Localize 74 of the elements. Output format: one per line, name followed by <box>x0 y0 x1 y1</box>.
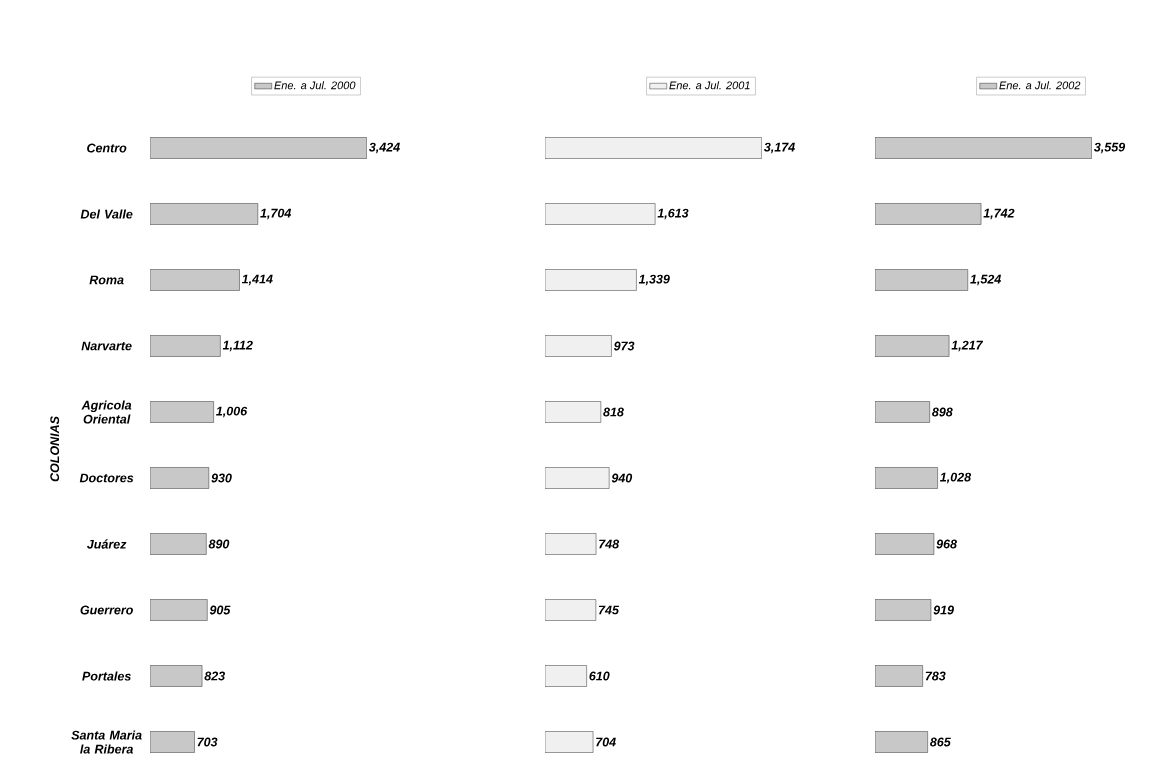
bar <box>875 599 932 621</box>
legend-label: Ene. a Jul. 2000 <box>274 81 356 90</box>
data-label: 940 <box>611 473 633 483</box>
y-tick-label: Santa Maria la Ribera <box>71 730 142 754</box>
data-label: 3,174 <box>763 142 795 154</box>
bar <box>545 203 656 225</box>
bar <box>545 401 602 423</box>
data-label: 865 <box>930 737 951 747</box>
bar <box>150 335 221 357</box>
bar <box>875 665 923 687</box>
data-label: 930 <box>211 473 232 483</box>
data-label: 1,006 <box>216 406 248 418</box>
data-label: 745 <box>598 605 620 615</box>
bar <box>150 467 210 489</box>
bar <box>545 731 594 753</box>
data-label: 1,339 <box>638 274 670 286</box>
data-label: 783 <box>925 671 946 681</box>
bar <box>875 401 930 423</box>
data-label: 1,112 <box>222 340 253 352</box>
bar <box>875 137 1092 159</box>
bar <box>875 467 938 489</box>
data-label: 823 <box>204 671 225 681</box>
data-label: 919 <box>933 605 954 615</box>
data-label: 703 <box>197 737 218 747</box>
data-label: 610 <box>589 671 610 681</box>
bar <box>545 665 587 687</box>
bar <box>545 467 610 489</box>
data-label: 890 <box>208 539 230 549</box>
bar <box>875 203 982 225</box>
bar <box>150 665 203 687</box>
bar <box>150 137 367 159</box>
data-label: 748 <box>599 539 620 549</box>
data-label: 1,028 <box>940 472 972 484</box>
data-label: 3,559 <box>1093 142 1126 154</box>
data-label: 1,524 <box>970 274 1002 286</box>
data-label: 898 <box>932 407 953 417</box>
bar <box>875 533 935 555</box>
bar <box>545 269 637 291</box>
data-label: 1,704 <box>260 208 292 220</box>
data-label: 1,613 <box>657 208 689 220</box>
legend-label: Ene. a Jul. 2001 <box>669 81 750 90</box>
bar <box>150 533 207 555</box>
bar <box>545 137 762 159</box>
y-tick-label: Narvarte <box>81 341 132 351</box>
bar <box>875 269 968 291</box>
legend-label: Ene. a Jul. 2002 <box>999 81 1081 90</box>
bar <box>545 533 597 555</box>
data-label: 968 <box>936 539 957 549</box>
y-tick-label: Roma <box>89 275 124 285</box>
bar <box>150 599 208 621</box>
data-label: 973 <box>613 341 635 351</box>
data-label: 3,424 <box>368 142 400 154</box>
y-tick-label: Guerrero <box>80 605 133 615</box>
data-label: 704 <box>596 737 616 747</box>
data-label: 818 <box>603 407 624 417</box>
bar <box>875 335 950 357</box>
y-tick-label: Centro <box>87 143 127 153</box>
y-tick-label: Portales <box>82 671 131 681</box>
y-tick-label: Doctores <box>79 473 134 483</box>
bar <box>150 401 214 423</box>
bar <box>545 599 597 621</box>
bar <box>545 335 612 357</box>
bar <box>150 731 195 753</box>
data-label: 1,217 <box>951 340 984 352</box>
y-tick-label: Juárez <box>87 539 127 549</box>
data-label: 1,742 <box>983 208 1015 220</box>
bar <box>150 269 240 291</box>
y-tick-label: Agricola Oriental <box>81 400 132 424</box>
data-label: 905 <box>209 605 231 615</box>
y-axis-title: COLONIAS <box>50 416 60 482</box>
y-tick-label: Del Valle <box>80 209 133 219</box>
bar <box>875 731 928 753</box>
bar <box>150 203 259 225</box>
data-label: 1,414 <box>241 274 273 286</box>
